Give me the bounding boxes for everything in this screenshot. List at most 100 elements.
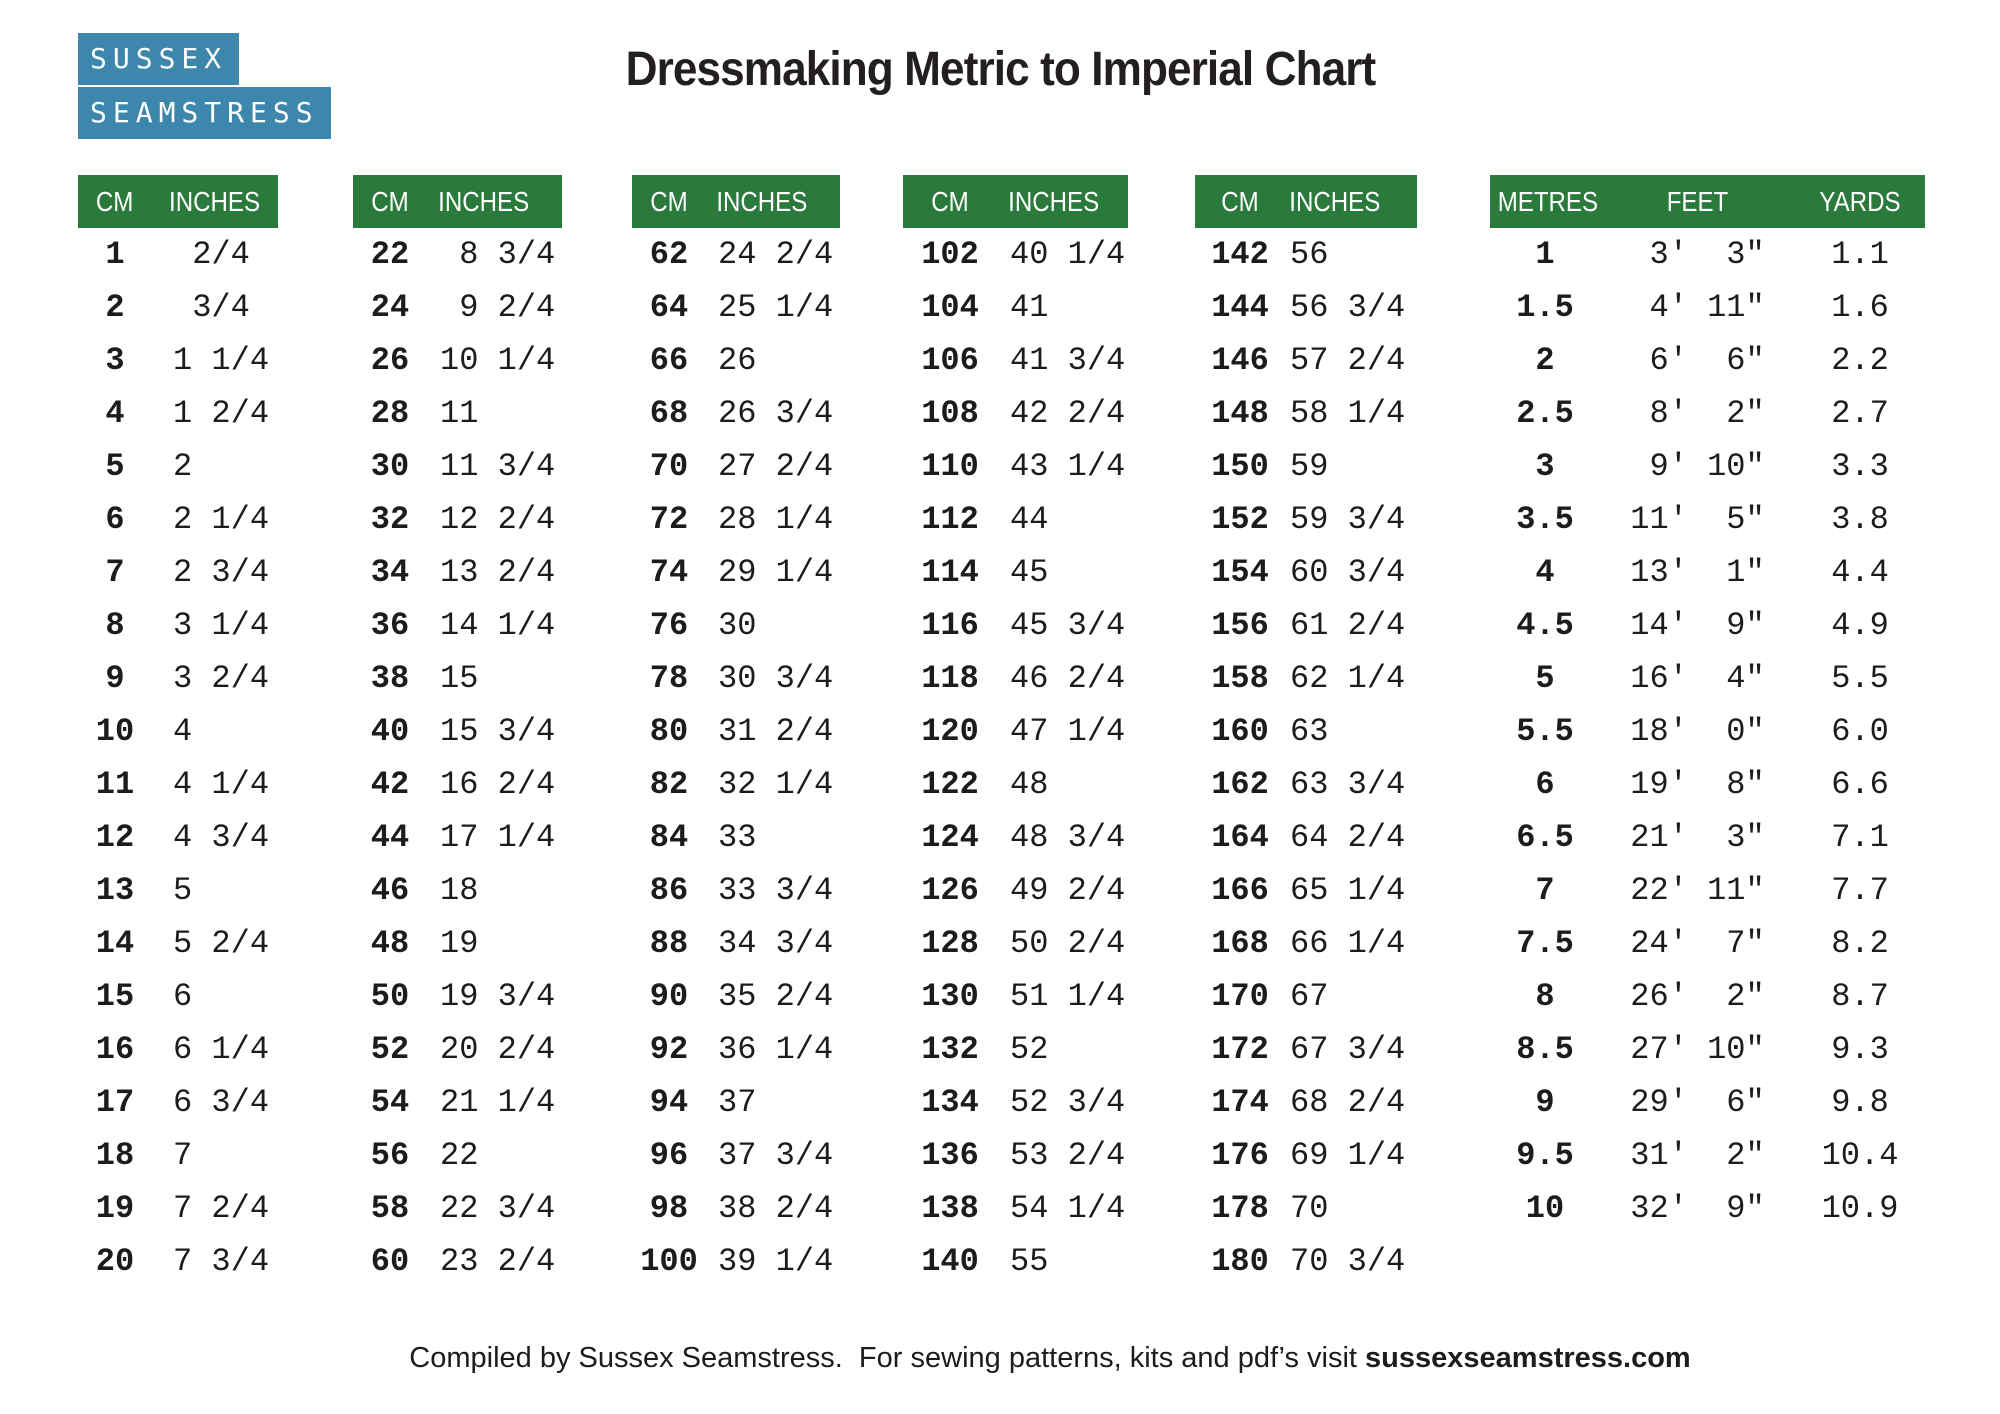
table-row: 80 31 2/4: [632, 705, 840, 758]
table-row: 17 6 3/4: [78, 1076, 278, 1129]
inches-value: 64 2/4: [1290, 819, 1406, 856]
table-row: 138 54 1/4: [903, 1182, 1128, 1235]
cm-value: 78: [649, 660, 689, 697]
table-row: 70 27 2/4: [632, 440, 840, 493]
table-row: 110 43 1/4: [903, 440, 1128, 493]
table-row: 9 3 2/4: [78, 652, 278, 705]
yards-value: 7.1: [1831, 819, 1889, 856]
cm-value: 38: [370, 660, 410, 697]
column-header-inches: INCHES: [169, 185, 261, 217]
cm-value: 154: [1211, 554, 1269, 591]
cm-value: 60: [370, 1243, 410, 1280]
inches-value: 7 3/4: [173, 1243, 270, 1280]
inches-value: 16 2/4: [440, 766, 556, 803]
feet-value: 22' 11": [1630, 872, 1765, 909]
table-row: 19 7 2/4: [78, 1182, 278, 1235]
cm-value: 44: [370, 819, 410, 856]
cm-value: 116: [921, 607, 979, 644]
inches-value: 2 1/4: [173, 501, 270, 538]
cm-value: 130: [921, 978, 979, 1015]
table-row: 158 62 1/4: [1195, 652, 1417, 705]
table-row: 8 26' 2" 8.7: [1490, 970, 1925, 1023]
cm-value: 32: [370, 501, 410, 538]
table-row: 56 22: [353, 1129, 562, 1182]
inches-value: 6 3/4: [173, 1084, 270, 1121]
table-body: 1 2/4 2 3/4 3 1 1/4 4 1 2/4: [78, 228, 278, 1288]
table-row: 5.5 18' 0" 6.0: [1490, 705, 1925, 758]
cm-value: 36: [370, 607, 410, 644]
cm-value: 174: [1211, 1084, 1269, 1121]
table-row: 180 70 3/4: [1195, 1235, 1417, 1288]
inches-value: 39 1/4: [718, 1243, 834, 1280]
column-header-cm: CM: [95, 185, 134, 217]
column-header-inches: INCHES: [1008, 185, 1100, 217]
inches-value: 21 1/4: [440, 1084, 556, 1121]
table-row: 3 1 1/4: [78, 334, 278, 387]
table-row: 20 7 3/4: [78, 1235, 278, 1288]
inches-value: 3/4: [173, 289, 250, 326]
cm-value: 11: [95, 766, 135, 803]
table-row: 72 28 1/4: [632, 493, 840, 546]
cm-value: 88: [649, 925, 689, 962]
column-header-inches: INCHES: [438, 185, 530, 217]
inches-value: 30 3/4: [718, 660, 834, 697]
table-header: CM INCHES: [903, 175, 1128, 228]
table-row: 146 57 2/4: [1195, 334, 1417, 387]
inches-value: 56 3/4: [1290, 289, 1406, 326]
metres-value: 4.5: [1516, 607, 1574, 644]
inches-value: 48: [1010, 766, 1049, 803]
inches-value: 11: [440, 395, 479, 432]
table-row: 16 6 1/4: [78, 1023, 278, 1076]
inches-value: 50 2/4: [1010, 925, 1126, 962]
column-header-cm: CM: [1221, 185, 1259, 217]
table-header: CM INCHES: [632, 175, 840, 228]
column-header-cm: CM: [371, 185, 409, 217]
table-row: 116 45 3/4: [903, 599, 1128, 652]
yards-value: 6.6: [1831, 766, 1889, 803]
cm-value: 164: [1211, 819, 1269, 856]
table-row: 26 10 1/4: [353, 334, 562, 387]
cm-value: 54: [370, 1084, 410, 1121]
inches-value: 6: [173, 978, 193, 1015]
footer-website-link[interactable]: sussexseamstress.com: [1365, 1342, 1691, 1374]
cm-value: 40: [370, 713, 410, 750]
table-row: 6.5 21' 3" 7.1: [1490, 811, 1925, 864]
inches-value: 42 2/4: [1010, 395, 1126, 432]
table-row: 12 4 3/4: [78, 811, 278, 864]
yards-value: 8.7: [1831, 978, 1889, 1015]
cm-value: 3: [105, 342, 125, 379]
cm-value: 24: [370, 289, 410, 326]
inches-value: 29 1/4: [718, 554, 834, 591]
cm-value: 64: [649, 289, 689, 326]
inches-value: 25 1/4: [718, 289, 834, 326]
cm-value: 6: [105, 501, 125, 538]
metres-feet-yards-table: METRES FEET YARDS 1 3' 3" 1.1 1.5 4' 11"…: [1490, 175, 1925, 1235]
table-row: 7.5 24' 7" 8.2: [1490, 917, 1925, 970]
inches-value: 34 3/4: [718, 925, 834, 962]
inches-value: 7 2/4: [173, 1190, 270, 1227]
cm-value: 124: [921, 819, 979, 856]
inches-value: 37: [718, 1084, 757, 1121]
cm-value: 2: [105, 289, 125, 326]
table-row: 76 30: [632, 599, 840, 652]
cm-value: 15: [95, 978, 135, 1015]
inches-value: 26 3/4: [718, 395, 834, 432]
page-title: Dressmaking Metric to Imperial Chart: [0, 42, 2000, 97]
table-row: 6 19' 8" 6.6: [1490, 758, 1925, 811]
cm-value: 52: [370, 1031, 410, 1068]
yards-value: 4.4: [1831, 554, 1889, 591]
table-row: 3.5 11' 5" 3.8: [1490, 493, 1925, 546]
inches-value: 70 3/4: [1290, 1243, 1406, 1280]
sussex-seamstress-logo: SUSSEX SEAMSTRESS: [78, 33, 331, 139]
inches-value: 13 2/4: [440, 554, 556, 591]
inches-value: 67: [1290, 978, 1329, 1015]
table-row: 106 41 3/4: [903, 334, 1128, 387]
inches-value: 30: [718, 607, 757, 644]
inches-value: 49 2/4: [1010, 872, 1126, 909]
table-row: 86 33 3/4: [632, 864, 840, 917]
cm-value: 114: [921, 554, 979, 591]
cm-value: 134: [921, 1084, 979, 1121]
cm-value: 26: [370, 342, 410, 379]
cm-value: 152: [1211, 501, 1269, 538]
inches-value: 19 3/4: [440, 978, 556, 1015]
